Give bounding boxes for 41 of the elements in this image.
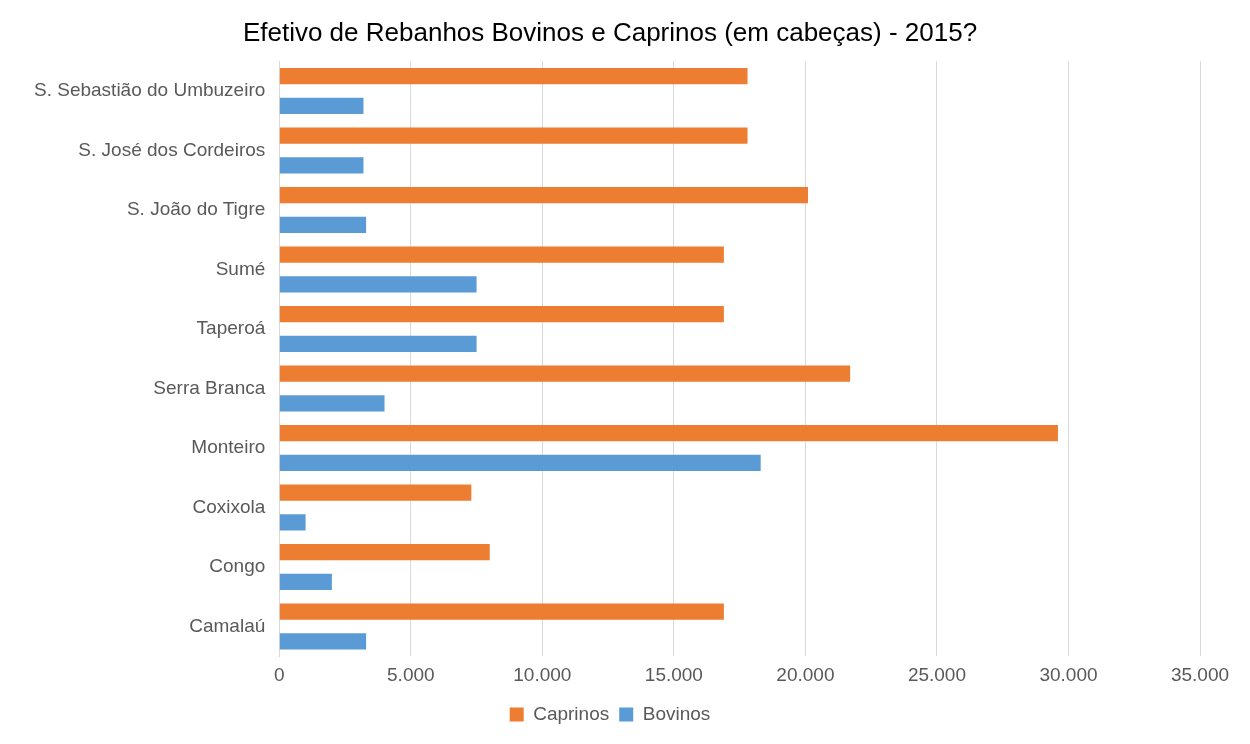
y-tick-label: S. José dos Cordeiros — [78, 138, 266, 160]
x-tick-label: 25.000 — [907, 663, 966, 685]
bar — [279, 573, 332, 591]
y-tick-label: S. João do Tigre — [126, 198, 266, 220]
bar — [279, 395, 385, 412]
bar — [279, 157, 364, 174]
bar — [279, 305, 724, 323]
y-tick-label: Sumé — [215, 257, 266, 279]
bar — [279, 67, 748, 85]
bar — [279, 246, 724, 263]
bar — [279, 514, 306, 531]
x-tick-label: 0 — [274, 663, 285, 685]
bar — [279, 335, 477, 353]
x-tick-label: 20.000 — [776, 663, 835, 685]
bar — [279, 543, 490, 561]
bar — [279, 454, 761, 472]
x-tick-label: 35.000 — [1170, 663, 1230, 685]
x-tick-label: 5.000 — [387, 663, 435, 685]
legend-label: Bovinos — [642, 702, 711, 724]
y-tick-label: Congo — [209, 555, 266, 577]
y-tick-label: Taperoá — [196, 317, 266, 339]
bar — [279, 127, 748, 144]
x-tick-label: 10.000 — [513, 663, 572, 685]
x-tick-label: 30.000 — [1039, 663, 1098, 685]
bar — [279, 365, 851, 382]
x-tick-label: 15.000 — [644, 663, 703, 685]
legend-label: Caprinos — [533, 702, 610, 724]
bar — [279, 633, 367, 650]
y-tick-label: S. Sebastião do Umbuzeiro — [34, 79, 266, 101]
bar — [279, 424, 1058, 442]
bar — [279, 216, 367, 234]
bar — [279, 186, 809, 204]
y-tick-label: Camalaú — [189, 614, 266, 636]
y-tick-label: Monteiro — [191, 436, 266, 458]
chart-title: Efetivo de Rebanhos Bovinos e Caprinos (em cabeças) - 2015? — [242, 16, 978, 47]
y-tick-label: Coxixola — [192, 495, 266, 517]
bar — [279, 484, 472, 501]
bar — [279, 603, 724, 620]
y-tick-label: Serra Branca — [153, 376, 266, 398]
bar — [279, 276, 477, 293]
bar — [279, 97, 364, 115]
